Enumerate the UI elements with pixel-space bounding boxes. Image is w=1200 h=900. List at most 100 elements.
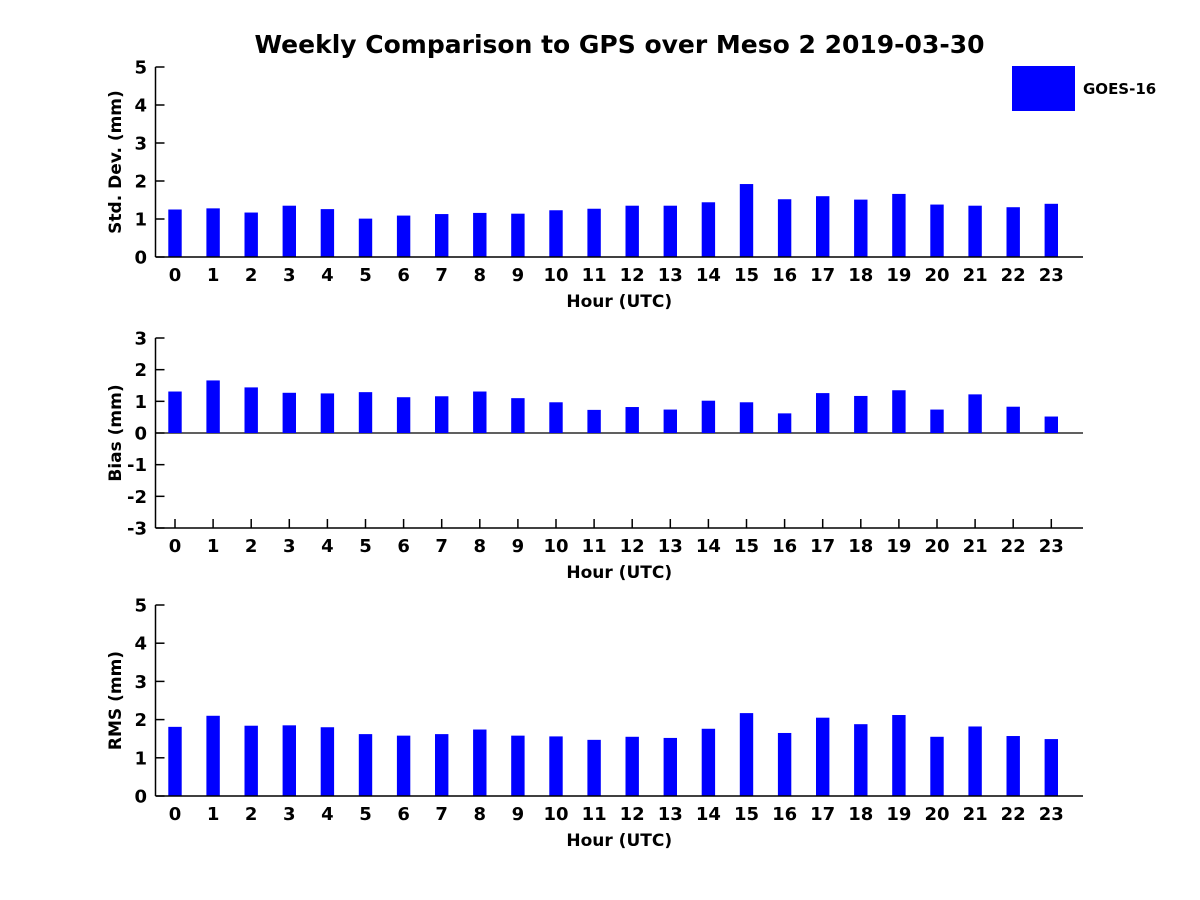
bar-std-dev-hour-16: [777, 199, 792, 257]
x-tick-label: 7: [435, 804, 448, 825]
bar-rms-hour-7: [435, 734, 449, 796]
legend: GOES-16: [1012, 66, 1156, 111]
x-tick-label: 19: [886, 804, 911, 825]
bar-std-dev-hour-23: [1044, 203, 1058, 257]
x-tick-label: 20: [924, 265, 949, 286]
bar-bias-hour-11: [587, 409, 601, 433]
x-tick-label: 8: [474, 804, 487, 825]
x-tick-label: 17: [810, 265, 835, 286]
bar-bias-hour-20: [930, 409, 944, 433]
x-tick-label: 21: [963, 265, 988, 286]
x-tick-label: 23: [1039, 804, 1064, 825]
bar-rms-hour-4: [320, 727, 335, 796]
y-axis-label-std-dev: Std. Dev. (mm): [106, 90, 126, 234]
x-tick-label: 9: [512, 804, 525, 825]
x-tick-label: 13: [658, 804, 683, 825]
x-tick-label: 3: [283, 265, 296, 286]
bar-std-dev-hour-11: [587, 208, 601, 257]
x-tick-label: 2: [245, 536, 258, 557]
x-tick-label: 14: [696, 536, 721, 557]
bar-rms-hour-0: [168, 726, 182, 796]
bar-std-dev-hour-17: [816, 196, 830, 257]
x-tick-label: 0: [169, 265, 182, 286]
y-tick-label: 1: [134, 748, 147, 769]
x-tick-label: 12: [620, 265, 645, 286]
x-tick-label: 16: [772, 536, 797, 557]
x-tick-label: 22: [1001, 804, 1026, 825]
x-tick-label: 9: [512, 265, 525, 286]
bar-std-dev-hour-8: [473, 212, 487, 257]
bar-bias-hour-9: [511, 398, 525, 433]
bar-std-dev-hour-21: [968, 205, 982, 257]
y-axis-label-bias: Bias (mm): [106, 384, 126, 481]
bar-rms-hour-3: [282, 725, 296, 796]
bar-rms-hour-12: [625, 736, 639, 796]
bar-bias-hour-17: [816, 393, 830, 433]
x-tick-label: 8: [474, 265, 487, 286]
bar-rms-hour-15: [739, 713, 754, 796]
bar-std-dev-hour-6: [396, 215, 411, 257]
bar-bias-hour-7: [435, 396, 449, 433]
bar-bias-hour-4: [320, 393, 335, 433]
bar-rms-hour-19: [892, 715, 906, 796]
x-tick-label: 18: [848, 265, 873, 286]
bar-rms-hour-20: [930, 736, 944, 796]
x-tick-label: 2: [245, 804, 258, 825]
x-tick-label: 10: [543, 536, 568, 557]
y-tick-label: -2: [127, 487, 147, 508]
bar-rms-hour-2: [244, 725, 258, 796]
bar-std-dev-hour-3: [282, 205, 296, 257]
x-tick-label: 4: [321, 804, 334, 825]
bar-std-dev-hour-14: [701, 202, 716, 257]
x-tick-label: 20: [924, 536, 949, 557]
y-tick-label: 3: [134, 672, 147, 693]
bar-bias-hour-22: [1006, 406, 1020, 433]
x-tick-label: 10: [543, 804, 568, 825]
y-tick-label: -3: [127, 519, 147, 540]
x-tick-label: 21: [963, 804, 988, 825]
bar-bias-hour-12: [625, 407, 639, 433]
y-tick-label: 0: [134, 424, 147, 445]
x-tick-label: 19: [886, 536, 911, 557]
y-tick-label: 3: [134, 329, 147, 350]
x-tick-label: 5: [359, 536, 372, 557]
bar-rms-hour-11: [587, 739, 601, 796]
bar-bias-hour-0: [168, 391, 182, 433]
bar-std-dev-hour-9: [511, 213, 525, 257]
y-tick-label: 3: [134, 134, 147, 155]
x-tick-label: 19: [886, 265, 911, 286]
bar-std-dev-hour-7: [435, 214, 449, 257]
x-tick-label: 8: [474, 536, 487, 557]
x-tick-label: 13: [658, 265, 683, 286]
bar-std-dev-hour-22: [1006, 207, 1020, 257]
bar-std-dev-hour-4: [320, 209, 335, 257]
bar-bias-hour-13: [663, 409, 677, 433]
y-axis-label-rms: RMS (mm): [106, 651, 126, 750]
bar-bias-hour-18: [854, 395, 868, 433]
x-tick-label: 10: [543, 265, 568, 286]
y-tick-label: 0: [134, 248, 147, 269]
y-tick-label: 2: [134, 172, 147, 193]
chart-title: Weekly Comparison to GPS over Meso 2 201…: [254, 30, 985, 59]
x-tick-label: 6: [397, 265, 410, 286]
bar-bias-hour-2: [244, 387, 258, 433]
x-tick-label: 15: [734, 536, 759, 557]
y-tick-label: -1: [127, 455, 147, 476]
bar-rms-hour-1: [206, 715, 220, 796]
x-tick-label: 17: [810, 536, 835, 557]
x-tick-label: 5: [359, 804, 372, 825]
bar-bias-hour-19: [892, 390, 906, 433]
x-tick-label: 12: [620, 804, 645, 825]
bar-std-dev-hour-18: [854, 199, 868, 257]
x-tick-label: 16: [772, 265, 797, 286]
bar-rms-hour-9: [511, 735, 525, 796]
x-tick-label: 22: [1001, 536, 1026, 557]
y-tick-label: 2: [134, 710, 147, 731]
bar-rms-hour-6: [396, 735, 411, 796]
x-tick-label: 15: [734, 265, 759, 286]
x-tick-label: 18: [848, 536, 873, 557]
bar-bias-hour-5: [358, 392, 373, 433]
